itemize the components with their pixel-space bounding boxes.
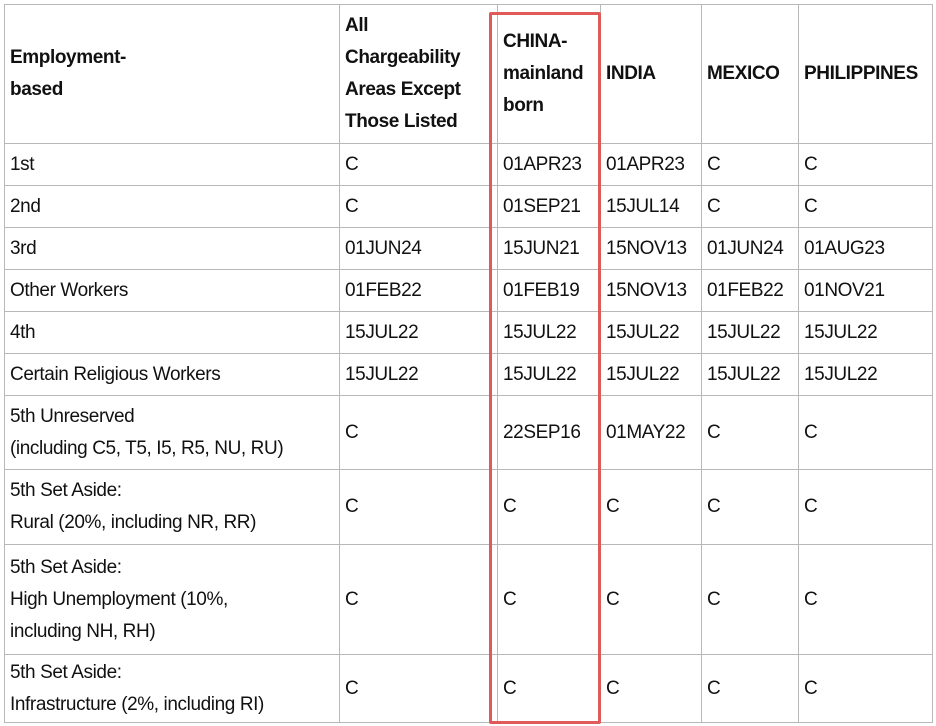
- date-cell: 15JUL22: [339, 311, 498, 354]
- date-cell: 15JUL22: [701, 311, 799, 354]
- date-cell: 01AUG23: [798, 227, 933, 270]
- date-cell: 15JUL22: [798, 311, 933, 354]
- date-cell: C: [798, 544, 933, 655]
- date-cell: 01SEP21: [497, 185, 601, 228]
- date-cell: 01FEB22: [339, 269, 498, 312]
- row-label: Other Workers: [4, 269, 340, 312]
- date-cell: C: [339, 185, 498, 228]
- table-row: 2nd C 01SEP21 15JUL14 C C: [4, 185, 933, 228]
- date-cell: 15JUL22: [497, 311, 601, 354]
- row-label: 5th Set Aside: Rural (20%, including NR,…: [4, 469, 340, 545]
- date-cell: 01JUN24: [339, 227, 498, 270]
- date-cell: C: [798, 654, 933, 723]
- date-cell: C: [701, 143, 799, 186]
- row-label: 2nd: [4, 185, 340, 228]
- date-cell: C: [798, 395, 933, 470]
- date-cell: C: [339, 143, 498, 186]
- date-cell: 15NOV13: [600, 227, 702, 270]
- header-cell: CHINA- mainland born: [497, 4, 601, 144]
- table-row: Certain Religious Workers 15JUL22 15JUL22 1…: [4, 353, 933, 396]
- row-label: Certain Religious Workers: [4, 353, 340, 396]
- header-cell: Employment- based: [4, 4, 340, 144]
- date-cell: 15JUL22: [600, 311, 702, 354]
- row-label: 1st: [4, 143, 340, 186]
- date-cell: 15JUL14: [600, 185, 702, 228]
- header-cell: PHILIPPINES: [798, 4, 933, 144]
- table-row: 3rd 01JUN24 15JUN21 15NOV13 01JUN24 01AUG23: [4, 227, 933, 270]
- table-head: Employment- based All Chargeability Areas…: [4, 4, 933, 144]
- table-row: 5th Set Aside: High Unemployment (10%, i…: [4, 544, 933, 655]
- date-cell: 15JUL22: [701, 353, 799, 396]
- row-label: 3rd: [4, 227, 340, 270]
- table-row: 5th Set Aside: Infrastructure (2%, inclu…: [4, 654, 933, 723]
- date-cell: 01MAY22: [600, 395, 702, 470]
- date-cell: 01FEB22: [701, 269, 799, 312]
- date-cell: C: [600, 544, 702, 655]
- date-cell: 01JUN24: [701, 227, 799, 270]
- date-cell: 15JUL22: [339, 353, 498, 396]
- table-row: Other Workers 01FEB22 01FEB19 15NOV13 01FEB2…: [4, 269, 933, 312]
- date-cell: C: [701, 544, 799, 655]
- date-cell: C: [701, 654, 799, 723]
- date-cell: C: [339, 544, 498, 655]
- date-cell: 15JUL22: [798, 353, 933, 396]
- date-cell: 01APR23: [600, 143, 702, 186]
- date-cell: C: [497, 654, 601, 723]
- date-cell: 01APR23: [497, 143, 601, 186]
- header-row: Employment- based All Chargeability Areas…: [4, 4, 933, 144]
- visa-bulletin-table: Employment- based All Chargeability Areas…: [4, 4, 933, 723]
- header-cell: INDIA: [600, 4, 702, 144]
- table-row: 5th Set Aside: Rural (20%, including NR,…: [4, 469, 933, 545]
- date-cell: C: [701, 185, 799, 228]
- date-cell: C: [798, 143, 933, 186]
- date-cell: 22SEP16: [497, 395, 601, 470]
- row-label: 4th: [4, 311, 340, 354]
- table-row: 5th Unreserved (including C5, T5, I5, R5…: [4, 395, 933, 470]
- row-label: 5th Set Aside: Infrastructure (2%, inclu…: [4, 654, 340, 723]
- date-cell: C: [798, 469, 933, 545]
- header-cell: All Chargeability Areas Except Those Lis…: [339, 4, 498, 144]
- date-cell: 15JUL22: [600, 353, 702, 396]
- date-cell: 01FEB19: [497, 269, 601, 312]
- date-cell: C: [701, 395, 799, 470]
- date-cell: 01NOV21: [798, 269, 933, 312]
- date-cell: C: [339, 395, 498, 470]
- date-cell: C: [798, 185, 933, 228]
- date-cell: 15JUL22: [497, 353, 601, 396]
- date-cell: C: [339, 654, 498, 723]
- date-cell: C: [701, 469, 799, 545]
- date-cell: C: [497, 544, 601, 655]
- date-cell: C: [600, 469, 702, 545]
- date-cell: C: [339, 469, 498, 545]
- table-row: 1st C 01APR23 01APR23 C C: [4, 143, 933, 186]
- date-cell: C: [497, 469, 601, 545]
- table-body: 1st C 01APR23 01APR23 C C 2nd C 01SEP21 15JUL14 C C…: [4, 143, 933, 723]
- row-label: 5th Set Aside: High Unemployment (10%, i…: [4, 544, 340, 655]
- date-cell: 15JUN21: [497, 227, 601, 270]
- row-label: 5th Unreserved (including C5, T5, I5, R5…: [4, 395, 340, 470]
- header-cell: MEXICO: [701, 4, 799, 144]
- date-cell: 15NOV13: [600, 269, 702, 312]
- date-cell: C: [600, 654, 702, 723]
- table-row: 4th 15JUL22 15JUL22 15JUL22 15JUL22 15JUL22: [4, 311, 933, 354]
